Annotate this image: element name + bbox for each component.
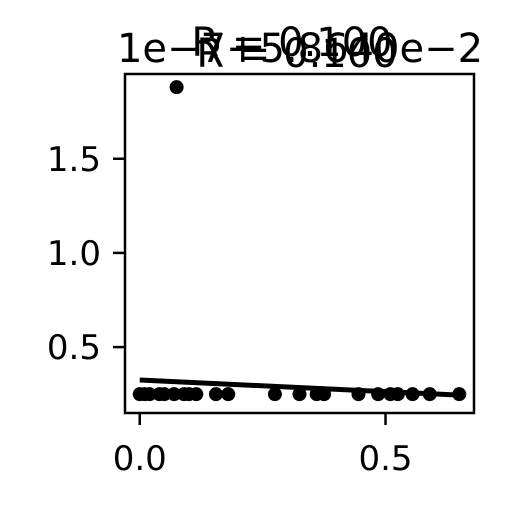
data-point	[371, 387, 385, 401]
data-point	[452, 387, 466, 401]
data-point	[423, 387, 437, 401]
y-tick-label: 1.0	[47, 234, 101, 274]
data-point	[189, 387, 203, 401]
title-overlay: R = 0.100 1e−7+5.8640e−2 R = 0.100	[117, 20, 483, 77]
y-tick-label: 0.5	[47, 328, 101, 368]
data-point	[406, 387, 420, 401]
title-line-3: R = 0.100	[191, 20, 392, 66]
data-point	[293, 387, 307, 401]
data-point	[317, 387, 331, 401]
x-tick-label: 0.5	[358, 439, 412, 479]
y-tick-label: 1.5	[47, 140, 101, 180]
data-point	[170, 80, 184, 94]
data-point	[351, 387, 365, 401]
x-tick-label: 0.0	[113, 439, 167, 479]
data-point	[391, 387, 405, 401]
data-point	[221, 387, 235, 401]
data-point	[209, 387, 223, 401]
plot-area	[125, 74, 474, 413]
data-point	[268, 387, 282, 401]
